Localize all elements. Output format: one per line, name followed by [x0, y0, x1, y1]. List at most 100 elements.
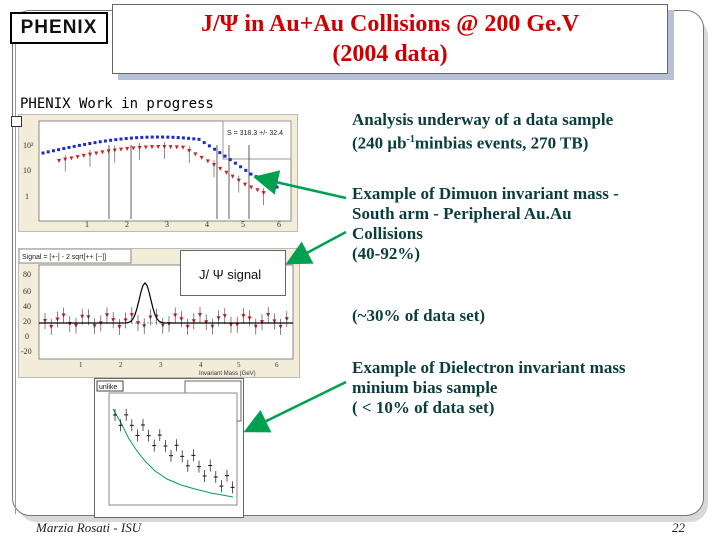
footer-author: Marzia Rosati - ISU — [36, 520, 142, 535]
top-blue-point — [145, 135, 149, 139]
top-blue-point — [181, 136, 185, 140]
top-red-point — [119, 147, 123, 152]
ee-points — [113, 408, 235, 494]
top-red-point — [224, 170, 229, 175]
lower-panel-label-box — [18, 248, 132, 264]
top-blue-point — [244, 168, 248, 172]
top-blue-point — [140, 135, 144, 139]
lower-xtick-6: 6 — [275, 361, 279, 369]
ee-panel-label: unlike — [99, 384, 117, 391]
lower-red-points — [43, 307, 289, 335]
top-blue-point — [176, 136, 180, 140]
top-xtick-4: 4 — [205, 220, 209, 229]
top-blue-point — [114, 138, 118, 142]
top-blue-point — [77, 143, 81, 147]
lower-ytick-0: 0 — [25, 332, 29, 341]
checkbox-glyph — [11, 116, 22, 127]
dielectron-plot-svg: unlike — [96, 380, 242, 506]
top-xtick-5: 5 — [241, 220, 245, 229]
top-red-points — [57, 142, 266, 219]
top-red-point — [143, 145, 148, 150]
top-red-point — [249, 185, 254, 190]
top-blue-point — [161, 135, 165, 139]
slide-title: J/Ψ in Au+Au Collisions @ 200 Ge.V (2004… — [112, 4, 668, 74]
top-blue-point — [192, 137, 196, 141]
lower-xaxis-label: Invariant Mass (GeV) — [199, 371, 256, 377]
dimuon-signal-plot-svg: Signal = [+-] - 2 sqrt[++ [--]] 80 60 40… — [18, 248, 294, 377]
top-blue-point — [202, 141, 206, 145]
lower-xtick-3: 3 — [159, 361, 163, 369]
text-analysis-post: minbias events, 270 TB) — [414, 133, 589, 153]
top-blue-point — [218, 151, 222, 155]
top-blue-point — [155, 135, 159, 139]
jpsi-signal-callout: J/ Ψ signal — [180, 250, 286, 296]
top-blue-point — [135, 136, 139, 140]
top-blue-point — [88, 141, 92, 145]
lower-xtick-2: 2 — [119, 361, 123, 369]
top-red-point — [205, 159, 210, 164]
top-blue-point — [275, 185, 279, 189]
top-blue-point — [228, 158, 232, 162]
top-blue-point — [197, 137, 201, 141]
top-blue-point — [83, 142, 87, 146]
top-red-point — [181, 145, 185, 150]
text-fraction-line: (~30% of data set) — [352, 306, 486, 325]
top-blue-point — [57, 148, 61, 152]
top-ytick-100: 10² — [23, 141, 34, 150]
lower-xtick-4: 4 — [199, 361, 203, 369]
left-rule — [15, 14, 16, 514]
top-blue-point — [62, 147, 66, 151]
top-red-point — [199, 155, 204, 160]
top-red-point — [81, 153, 86, 158]
lower-ytick-40: 40 — [23, 302, 31, 311]
work-in-progress-label: PHENIX Work in progress — [20, 96, 214, 112]
top-red-point — [156, 145, 161, 150]
top-blue-point — [249, 172, 253, 176]
top-blue-point — [41, 151, 45, 155]
jpsi-peak-fit — [39, 282, 293, 324]
top-stat-box — [222, 120, 292, 160]
top-red-point — [168, 145, 173, 150]
text-analysis-b: b — [397, 133, 407, 153]
text-block-dimuon: Example of Dimuon invariant mass - South… — [352, 184, 692, 264]
top-ytick-10: 10 — [23, 166, 31, 175]
top-blue-point — [67, 145, 71, 149]
top-blue-point — [265, 180, 269, 184]
top-blue-point — [166, 135, 170, 139]
title-line-2: (2004 data) — [332, 41, 448, 67]
top-xtick-3: 3 — [165, 220, 169, 229]
text-analysis-sup: -1 — [406, 134, 415, 145]
top-blue-point — [223, 154, 227, 158]
top-red-point — [131, 146, 136, 151]
lower-ytick-20: 20 — [23, 317, 31, 326]
footer-page-number: 22 — [672, 520, 685, 535]
top-red-point — [57, 159, 61, 163]
dielectron-plot: unlike — [94, 378, 244, 518]
top-red-point — [69, 156, 74, 161]
top-blue-point — [119, 137, 123, 141]
jpsi-signal-label: J/ Ψ signal — [199, 267, 262, 282]
text-dimuon-line3: Collisions — [352, 224, 423, 243]
top-blue-point — [207, 144, 211, 148]
lower-ytick-neg20: -20 — [21, 347, 32, 356]
text-analysis-line2: (240 μb-1minbias events, 270 TB) — [352, 130, 692, 154]
top-red-point — [100, 150, 105, 155]
text-block-analysis: Analysis underway of a data sample (240 … — [352, 110, 692, 154]
top-blue-point — [171, 135, 175, 139]
text-dimuon-line2: South arm - Peripheral Au.Au — [352, 204, 572, 223]
text-dimuon-line4: (40-92%) — [352, 244, 420, 263]
phenix-logo: PHENIX — [10, 12, 108, 44]
text-block-dielectron: Example of Dielectron invariant mass min… — [352, 358, 692, 418]
top-blue-point — [124, 137, 128, 141]
top-red-point — [125, 146, 130, 151]
top-red-point — [94, 151, 99, 156]
top-blue-point — [72, 144, 76, 148]
text-analysis-mu: μ — [387, 133, 398, 153]
title-line-1: J/Ψ in Au+Au Collisions @ 200 Ge.V — [200, 11, 580, 37]
top-red-point — [230, 174, 235, 179]
top-xtick-2: 2 — [125, 220, 129, 229]
lower-ytick-80: 80 — [23, 270, 31, 279]
top-blue-point — [187, 136, 191, 140]
top-blue-point — [51, 149, 55, 153]
text-dielectron-line1: Example of Dielectron invariant mass — [352, 358, 626, 377]
